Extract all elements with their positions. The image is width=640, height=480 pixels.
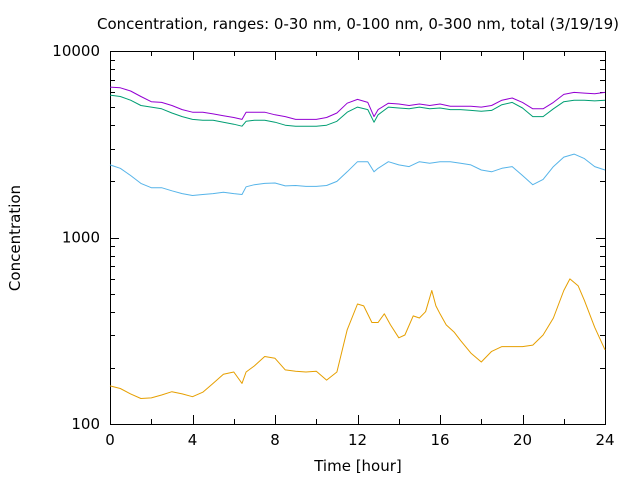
x-tick-label: 4 — [188, 431, 198, 449]
x-tick-label: 24 — [595, 431, 614, 449]
series-line-0 — [109, 278, 606, 399]
y-tick-label: 10000 — [52, 42, 100, 60]
tick-labels: 0 4 8 12 16 20 24 100 1000 10000 — [52, 42, 614, 449]
axis-ticks — [110, 51, 606, 425]
x-tick-label: 0 — [105, 431, 115, 449]
series-line-3 — [109, 86, 606, 120]
x-tick-label: 16 — [430, 431, 449, 449]
series-line-1 — [109, 153, 606, 196]
y-tick-label: 100 — [71, 415, 100, 433]
x-tick-label: 12 — [348, 431, 367, 449]
y-axis-label: Concentration — [6, 185, 24, 291]
x-tick-label: 8 — [270, 431, 280, 449]
chart-title: Concentration, ranges: 0-30 nm, 0-100 nm… — [97, 15, 619, 33]
x-axis-label: Time [hour] — [313, 457, 402, 475]
series-group — [109, 86, 606, 399]
series-line-2 — [109, 94, 606, 127]
y-tick-label: 1000 — [62, 229, 100, 247]
x-tick-label: 20 — [513, 431, 532, 449]
